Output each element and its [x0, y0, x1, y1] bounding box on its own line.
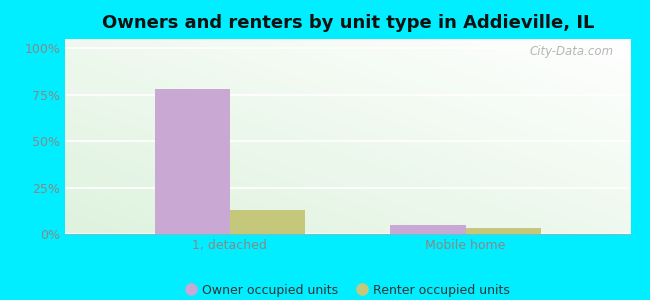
Legend: Owner occupied units, Renter occupied units: Owner occupied units, Renter occupied un…: [181, 279, 515, 300]
Text: City-Data.com: City-Data.com: [529, 45, 614, 58]
Bar: [155, 89, 230, 234]
Bar: [390, 225, 465, 234]
Title: Owners and renters by unit type in Addieville, IL: Owners and renters by unit type in Addie…: [101, 14, 594, 32]
Bar: [465, 228, 541, 234]
Bar: [230, 210, 306, 234]
